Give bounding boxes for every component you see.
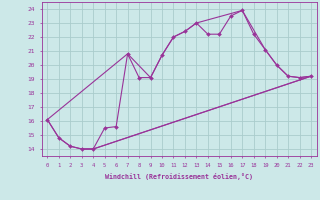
X-axis label: Windchill (Refroidissement éolien,°C): Windchill (Refroidissement éolien,°C) xyxy=(105,174,253,181)
